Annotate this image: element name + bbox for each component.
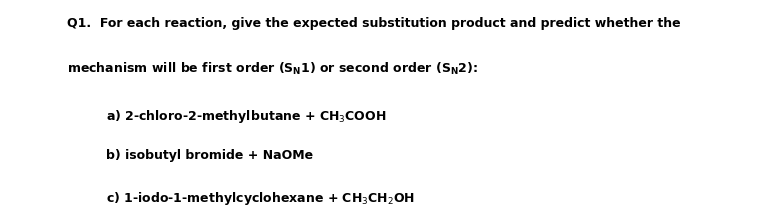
Text: b) isobutyl bromide + NaOMe: b) isobutyl bromide + NaOMe (106, 149, 313, 162)
Text: c) 1-iodo-1-methylcyclohexane + CH$_3$CH$_2$OH: c) 1-iodo-1-methylcyclohexane + CH$_3$CH… (106, 190, 415, 207)
Text: mechanism will be first order (S$_\mathregular{N}$1) or second order (S$_\mathre: mechanism will be first order (S$_\mathr… (67, 60, 478, 77)
Text: Q1.  For each reaction, give the expected substitution product and predict wheth: Q1. For each reaction, give the expected… (67, 17, 680, 30)
Text: a) 2-chloro-2-methylbutane + CH$_3$COOH: a) 2-chloro-2-methylbutane + CH$_3$COOH (106, 108, 386, 125)
